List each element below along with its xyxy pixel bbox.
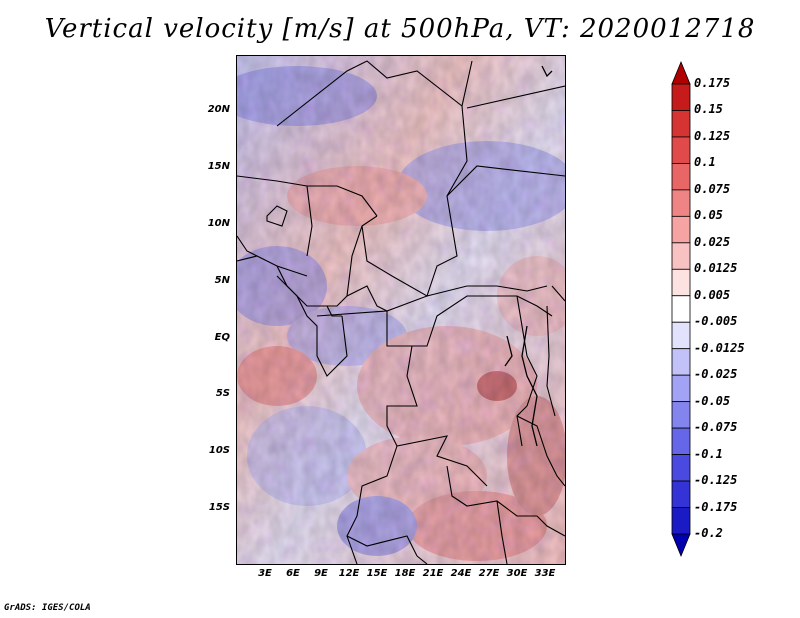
colorbar-label: 0.175 xyxy=(694,76,731,90)
map-title: Vertical velocity [m/s] at 500hPa, VT: 2… xyxy=(44,14,756,44)
colorbar-segment xyxy=(671,163,691,191)
colorbar-label: -0.025 xyxy=(694,367,738,382)
lon-label: 3E xyxy=(258,568,272,579)
colorbar-label: 0.0125 xyxy=(694,261,738,276)
colorbar-segment xyxy=(671,295,691,323)
colorbar-segment xyxy=(671,401,691,429)
lat-label: 10N xyxy=(207,218,230,229)
lat-label: 10S xyxy=(208,445,230,456)
colorbar-label: -0.2 xyxy=(694,526,723,540)
colorbar xyxy=(671,60,691,558)
lat-label: 15N xyxy=(207,161,230,172)
colorbar-label: -0.0125 xyxy=(694,340,745,355)
lon-label: 33E xyxy=(534,568,556,579)
lat-label: 5N xyxy=(214,275,230,286)
colorbar-label: -0.125 xyxy=(694,473,738,488)
colorbar-label: 0.15 xyxy=(694,102,723,117)
credit-text: GrADS: IGES/COLA xyxy=(4,603,91,613)
lon-label: 18E xyxy=(394,568,416,579)
colorbar-segment xyxy=(671,507,691,535)
colorbar-label: 0.075 xyxy=(694,181,731,196)
colorbar-segment xyxy=(671,321,691,350)
colorbar-segment xyxy=(671,242,691,270)
colorbar-label: 0.125 xyxy=(694,128,731,143)
colorbar-label: 0.1 xyxy=(694,155,716,170)
colorbar-label: -0.075 xyxy=(694,420,738,435)
lon-label: 12E xyxy=(338,568,360,579)
lon-label: 9E xyxy=(314,568,328,579)
lon-label: 24E xyxy=(450,568,472,579)
colorbar-segment xyxy=(671,427,691,455)
colorbar-segment xyxy=(671,136,691,164)
lon-label: 27E xyxy=(478,568,500,579)
lat-label: 5S xyxy=(215,388,230,399)
colorbar-segment xyxy=(671,83,691,111)
colorbar-segment xyxy=(671,533,691,558)
colorbar-segment xyxy=(671,374,691,403)
colorbar-segment xyxy=(671,110,691,138)
colorbar-label: 0.005 xyxy=(694,287,731,302)
lat-label: 20N xyxy=(207,104,230,115)
lat-label: EQ xyxy=(214,332,230,343)
colorbar-segment xyxy=(671,268,691,297)
colorbar-label: -0.005 xyxy=(694,314,738,329)
colorbar-segment xyxy=(671,60,691,85)
colorbar-segment xyxy=(671,480,691,508)
map-panel[interactable] xyxy=(236,55,566,565)
colorbar-segment xyxy=(671,189,691,217)
colorbar-segment xyxy=(671,454,691,482)
lon-label: 30E xyxy=(506,568,528,579)
colorbar-label: -0.1 xyxy=(694,446,723,461)
country-borders xyxy=(237,60,565,564)
lon-label: 6E xyxy=(286,568,300,579)
lon-label: 21E xyxy=(422,568,444,579)
colorbar-label: -0.05 xyxy=(694,393,731,408)
colorbar-label: 0.025 xyxy=(694,234,731,249)
colorbar-segment xyxy=(671,215,691,244)
colorbar-label: 0.05 xyxy=(694,208,723,223)
velocity-field xyxy=(237,56,565,564)
colorbar-segment xyxy=(671,348,691,376)
lat-label: 15S xyxy=(208,502,230,513)
lon-label: 15E xyxy=(366,568,388,579)
colorbar-label: -0.175 xyxy=(694,499,738,514)
